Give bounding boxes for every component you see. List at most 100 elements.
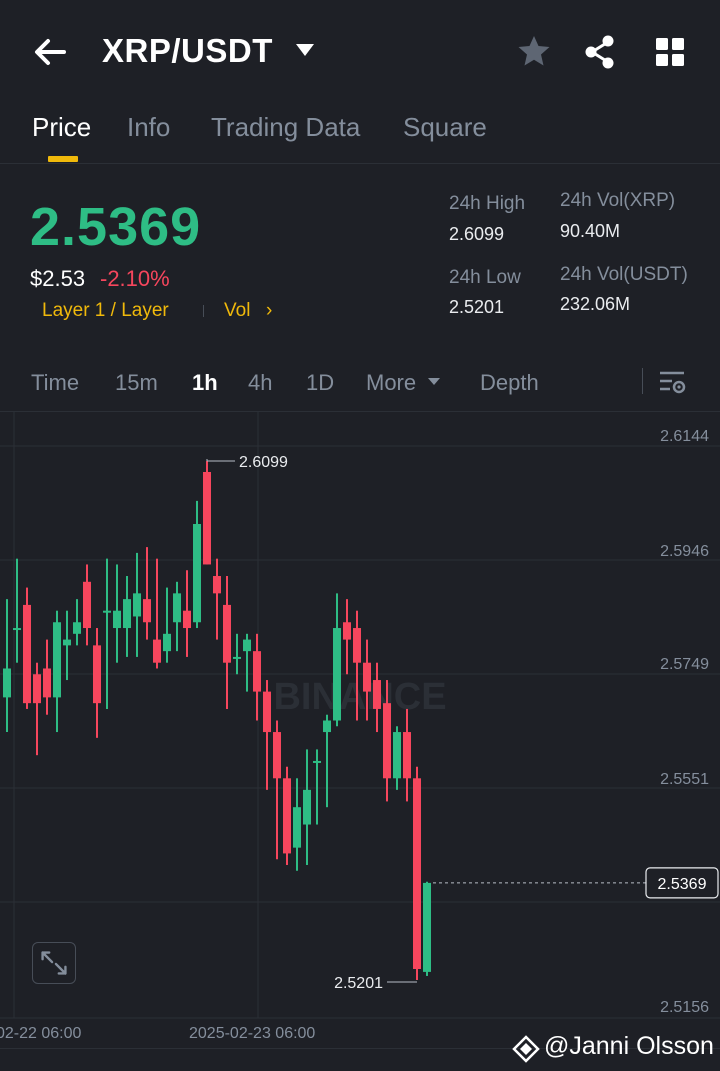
top-bar: XRP/USDT (0, 0, 720, 100)
chart-settings-icon[interactable] (657, 368, 687, 396)
candle (323, 714, 331, 808)
interval-depth[interactable]: Depth (480, 370, 539, 395)
candle (163, 587, 171, 663)
candle (253, 633, 261, 721)
candle-body (253, 651, 261, 692)
candle-body (373, 680, 381, 709)
candle (83, 564, 91, 646)
candle-body (383, 703, 391, 779)
interval-1h[interactable]: 1h (192, 370, 218, 395)
footer-divider (0, 1048, 720, 1049)
candle (203, 461, 211, 565)
candlestick-chart[interactable]: BINANCE 2.6144 2.5946 2.5749 2.5551 2.5156 02… (0, 412, 720, 1042)
candle (343, 599, 351, 675)
candle (23, 587, 31, 709)
candle (373, 662, 381, 733)
pair-title[interactable]: XRP/USDT (102, 32, 273, 69)
candle (173, 581, 181, 652)
x-axis-tick-label: 02-22 06:00 (0, 1025, 82, 1042)
last-price: 2.5369 (30, 197, 202, 257)
interval-1d[interactable]: 1D (306, 370, 335, 395)
candle-body (123, 599, 131, 629)
interval-more[interactable]: More (366, 370, 417, 395)
candle (353, 610, 361, 721)
interval-15m[interactable]: 15m (115, 370, 158, 395)
candle-body (103, 610, 111, 613)
vol-base-label: 24h Vol(XRP) (560, 190, 676, 211)
interval-time[interactable]: Time (31, 370, 80, 395)
tab-trading-data[interactable]: Trading Data (211, 112, 361, 142)
y-axis-tick-label: 2.5551 (660, 771, 709, 788)
candle-body (233, 656, 241, 659)
candle-body (323, 720, 331, 733)
candle (183, 570, 191, 657)
page-tabs: Price Info Trading Data Square (0, 100, 720, 164)
candle-body (153, 639, 161, 663)
candle-body (23, 604, 31, 704)
candle (313, 749, 321, 825)
candle-body (393, 732, 401, 779)
candle (383, 680, 391, 802)
low-marker-label: 2.5201 (334, 975, 383, 992)
high-marker-label: 2.6099 (239, 454, 288, 471)
expand-arrows-icon[interactable] (32, 942, 76, 984)
candle (43, 639, 51, 715)
candle (63, 610, 71, 681)
interval-4h[interactable]: 4h (248, 370, 273, 395)
vol-quote-value: 232.06M (560, 294, 631, 314)
candle-body (173, 593, 181, 623)
vol-quote-label: 24h Vol(USDT) (560, 264, 688, 285)
tab-price[interactable]: Price (32, 112, 92, 142)
arrow-left-icon[interactable] (30, 34, 70, 70)
candle (283, 766, 291, 865)
interval-divider (642, 368, 643, 394)
candle (413, 766, 421, 980)
candle (333, 593, 341, 727)
vol-base-value: 90.40M (560, 221, 621, 241)
chevron-right-icon[interactable]: › (266, 300, 273, 321)
candle-body (63, 639, 71, 646)
candle (73, 599, 81, 646)
y-axis-tick-label: 2.5156 (660, 999, 709, 1016)
active-tab-indicator (48, 156, 78, 162)
grid-icon[interactable] (654, 36, 686, 68)
star-icon[interactable] (516, 34, 552, 68)
last-price-tag (645, 867, 719, 899)
x-axis-tick-label: 2025-02-23 06:00 (189, 1025, 315, 1042)
usd-price: $2.53 (30, 266, 86, 291)
tag-divider (203, 305, 204, 317)
candle-body (53, 622, 61, 698)
tab-info[interactable]: Info (127, 112, 171, 142)
candle-body (163, 633, 171, 652)
candle (53, 610, 61, 733)
candle-body (413, 778, 421, 970)
candle (403, 708, 411, 802)
candle (193, 500, 201, 629)
candle (3, 599, 11, 733)
tab-square[interactable]: Square (403, 112, 487, 142)
chart-watermark: BINANCE (273, 676, 446, 718)
candle-body (283, 778, 291, 854)
caret-down-icon[interactable] (294, 42, 316, 58)
candle-body (143, 599, 151, 623)
y-axis-tick-label: 2.5946 (660, 543, 709, 560)
candle-body (133, 593, 141, 617)
y-axis-tick-label: 2.5749 (660, 656, 709, 673)
chart-canvas[interactable]: BINANCE 2.6144 2.5946 2.5749 2.5551 2.5156 02… (0, 412, 720, 1042)
candle-body (223, 604, 231, 663)
change-percent: -2.10% (100, 266, 170, 291)
candle (393, 726, 401, 790)
y-axis-tick-label: 2.6144 (660, 428, 709, 445)
low-value: 2.5201 (449, 297, 505, 317)
candle-body (193, 524, 201, 623)
candle (143, 547, 151, 640)
candle (243, 633, 251, 692)
candle-body (313, 760, 321, 763)
candle-body (73, 622, 81, 634)
candle (303, 749, 311, 865)
category-tag[interactable]: Layer 1 / Layer (42, 300, 169, 321)
candle (103, 558, 111, 709)
more-caret-icon[interactable] (427, 377, 441, 386)
share-icon[interactable] (582, 34, 618, 70)
vol-tag[interactable]: Vol (224, 300, 251, 321)
